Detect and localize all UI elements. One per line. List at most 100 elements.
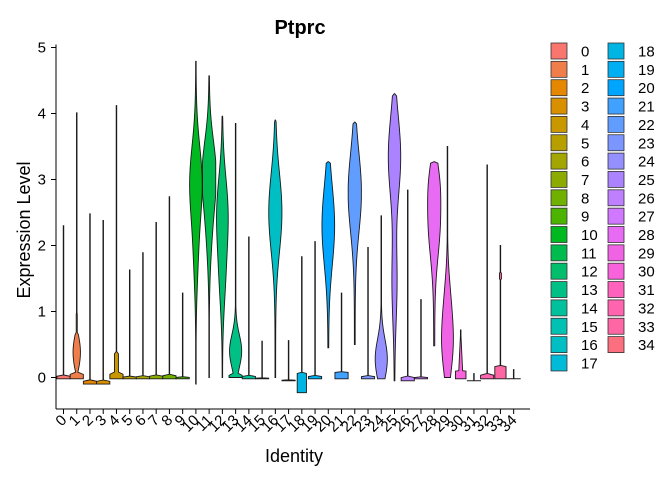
y-tick-label: 3 xyxy=(38,172,46,189)
violin-21 xyxy=(334,292,349,380)
legend-label: 11 xyxy=(581,245,597,262)
legend-swatch xyxy=(550,336,568,354)
chart-title: Ptprc xyxy=(274,17,325,39)
legend-swatch xyxy=(550,189,568,207)
legend-swatch xyxy=(607,226,625,243)
legend-label: 17 xyxy=(581,355,598,372)
legend-swatch xyxy=(550,262,568,280)
legend-label: 4 xyxy=(581,117,589,134)
legend-swatch xyxy=(607,189,625,207)
x-tick-label: 34 xyxy=(497,412,521,436)
legend-label: 10 xyxy=(581,227,598,244)
violin-14 xyxy=(241,236,256,380)
legend-label: 6 xyxy=(581,154,589,171)
legend-swatch xyxy=(550,60,568,78)
legend: 0123456789101112131415161718192021222324… xyxy=(550,42,655,372)
legend-swatch xyxy=(607,97,625,115)
violin-11 xyxy=(202,75,217,378)
y-tick-label: 0 xyxy=(38,370,46,387)
legend-label: 28 xyxy=(638,227,655,244)
legend-label: 5 xyxy=(581,135,589,152)
legend-swatch xyxy=(550,116,568,133)
legend-label: 25 xyxy=(638,172,655,189)
legend-label: 33 xyxy=(638,319,655,336)
legend-label: 24 xyxy=(638,154,655,171)
x-axis: 0123456789101112131415161718192021222324… xyxy=(52,408,530,436)
y-tick-label: 2 xyxy=(38,238,46,255)
y-tick-label: 1 xyxy=(38,304,46,321)
violin-12 xyxy=(216,115,229,378)
legend-swatch xyxy=(607,79,625,97)
violin-0 xyxy=(56,225,71,380)
legend-label: 22 xyxy=(638,117,655,134)
legend-swatch xyxy=(607,317,625,335)
legend-label: 23 xyxy=(638,135,655,152)
violin-18 xyxy=(296,256,307,394)
legend-swatch xyxy=(607,281,625,298)
violin-4 xyxy=(109,105,124,380)
violin-3 xyxy=(96,219,111,385)
legend-label: 0 xyxy=(581,44,589,61)
legend-label: 31 xyxy=(638,282,655,299)
legend-swatch xyxy=(607,171,625,188)
violin-34 xyxy=(506,369,521,380)
legend-swatch xyxy=(607,207,625,225)
legend-label: 8 xyxy=(581,190,589,207)
legend-label: 1 xyxy=(581,62,589,79)
legend-swatch xyxy=(607,134,625,152)
legend-label: 32 xyxy=(638,300,655,317)
legend-swatch xyxy=(607,60,625,78)
violin-30 xyxy=(454,329,467,380)
legend-label: 13 xyxy=(581,282,598,299)
legend-swatch xyxy=(550,299,568,317)
violin-25 xyxy=(387,93,402,382)
violin-17 xyxy=(281,340,296,382)
legend-label: 14 xyxy=(581,300,598,317)
violin-31 xyxy=(466,373,481,382)
violin-28 xyxy=(427,161,442,347)
violin-23 xyxy=(360,247,376,380)
violin-1 xyxy=(69,112,84,380)
legend-label: 18 xyxy=(638,44,655,61)
legend-label: 15 xyxy=(581,319,598,336)
violin-16 xyxy=(268,119,283,378)
violin-15 xyxy=(255,340,270,380)
violin-10 xyxy=(189,60,203,385)
legend-label: 27 xyxy=(638,209,655,226)
violin-22 xyxy=(347,121,362,345)
legend-label: 26 xyxy=(638,190,655,207)
violin-19 xyxy=(308,241,323,380)
legend-swatch xyxy=(607,42,625,60)
violin-13 xyxy=(228,122,243,378)
violin-20 xyxy=(321,161,336,349)
legend-label: 12 xyxy=(581,264,598,281)
legend-swatch xyxy=(607,244,625,262)
legend-swatch xyxy=(607,299,625,317)
legend-swatch xyxy=(550,317,568,335)
violin-6 xyxy=(135,252,150,380)
legend-label: 3 xyxy=(581,99,589,116)
y-axis-title: Expression Level xyxy=(14,161,34,298)
legend-label: 16 xyxy=(581,337,598,354)
legend-swatch xyxy=(550,226,568,243)
legend-swatch xyxy=(550,79,568,97)
violin-5 xyxy=(122,269,137,380)
legend-swatch xyxy=(550,354,568,372)
y-tick-label: 4 xyxy=(38,106,46,123)
y-axis: 0 1 2 3 4 5 xyxy=(38,40,57,409)
legend-label: 20 xyxy=(638,80,655,97)
legend-label: 19 xyxy=(638,62,655,79)
legend-swatch xyxy=(550,97,568,115)
legend-label: 9 xyxy=(581,209,589,226)
legend-label: 34 xyxy=(638,337,655,354)
legend-swatch xyxy=(550,134,568,152)
legend-swatch xyxy=(607,262,625,280)
legend-swatch xyxy=(550,281,568,298)
legend-swatch xyxy=(550,171,568,188)
legend-label: 2 xyxy=(581,80,589,97)
x-axis-title: Identity xyxy=(265,446,323,466)
violin-2 xyxy=(82,213,98,385)
legend-label: 30 xyxy=(638,264,655,281)
y-tick-label: 5 xyxy=(38,40,46,57)
legend-swatch xyxy=(550,42,568,60)
